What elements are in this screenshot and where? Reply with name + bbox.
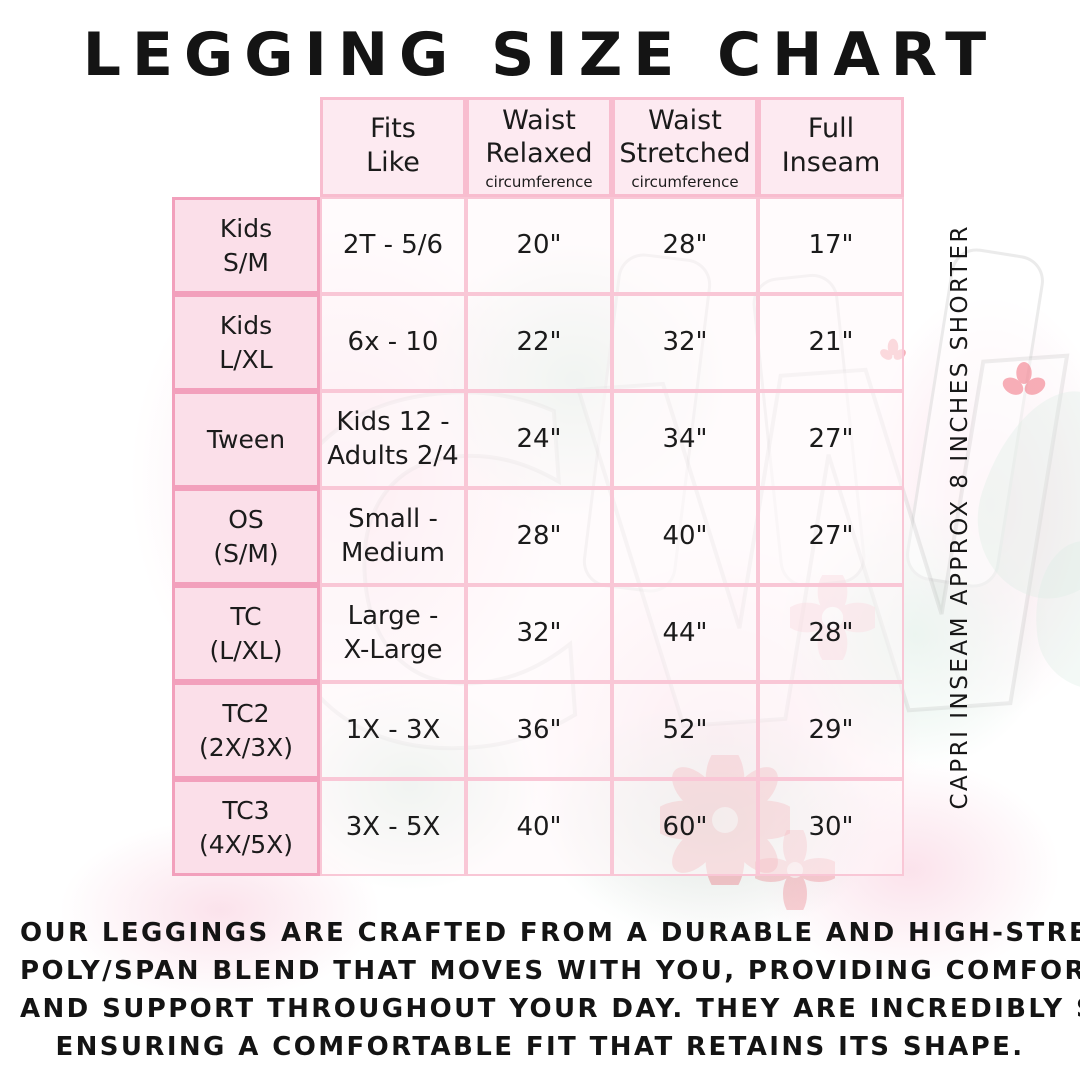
column-header-fits-like: Fits Like: [320, 97, 466, 197]
cell-full-inseam: 28": [758, 585, 904, 682]
cell-fits-like: 2T - 5/6: [320, 197, 466, 294]
cell-full-inseam: 21": [758, 294, 904, 391]
column-header-waist-stretched: Waist Stretched circumference: [612, 97, 758, 197]
description-line: POLY/SPAN BLEND THAT MOVES WITH YOU, PRO…: [20, 956, 1080, 986]
cell-waist-relaxed: 28": [466, 488, 612, 585]
page-title: LEGGING SIZE CHART: [82, 20, 998, 90]
row-label-os: OS (S/M): [172, 488, 320, 585]
cell-full-inseam: 27": [758, 391, 904, 488]
column-header-subnote: circumference: [485, 173, 593, 191]
cell-waist-stretched: 60": [612, 779, 758, 876]
cactus-graphic: [1025, 532, 1080, 698]
row-label-kids-lxl: Kids L/XL: [172, 294, 320, 391]
cell-waist-stretched: 28": [612, 197, 758, 294]
description-line: OUR LEGGINGS ARE CRAFTED FROM A DURABLE …: [20, 918, 1080, 948]
cell-waist-relaxed: 24": [466, 391, 612, 488]
column-header-label: Fits Like: [366, 112, 420, 178]
cell-full-inseam: 17": [758, 197, 904, 294]
column-header-label: Full Inseam: [781, 112, 881, 178]
cell-waist-relaxed: 36": [466, 682, 612, 779]
cell-waist-relaxed: 40": [466, 779, 612, 876]
column-header-label: Waist Relaxed: [485, 104, 593, 170]
row-label-tc: TC (L/XL): [172, 585, 320, 682]
cell-full-inseam: 27": [758, 488, 904, 585]
column-header-label: Waist Stretched: [619, 104, 751, 170]
cell-fits-like: Large - X-Large: [320, 585, 466, 682]
cell-waist-stretched: 40": [612, 488, 758, 585]
cell-fits-like: 6x - 10: [320, 294, 466, 391]
table-corner-spacer: [172, 97, 320, 197]
cell-waist-relaxed: 20": [466, 197, 612, 294]
row-label-tc3: TC3 (4X/5X): [172, 779, 320, 876]
cell-waist-stretched: 52": [612, 682, 758, 779]
cell-waist-stretched: 32": [612, 294, 758, 391]
cell-fits-like: Small - Medium: [320, 488, 466, 585]
column-header-waist-relaxed: Waist Relaxed circumference: [466, 97, 612, 197]
cactus-flower-icon: [1002, 362, 1046, 395]
capri-inseam-note: CAPRI INSEAM APPROX 8 INCHES SHORTER: [947, 224, 973, 810]
capri-note-container: CAPRI INSEAM APPROX 8 INCHES SHORTER: [934, 224, 986, 810]
cell-waist-stretched: 44": [612, 585, 758, 682]
description-line: ENSURING A COMFORTABLE FIT THAT RETAINS …: [55, 1032, 1025, 1062]
description-line: AND SUPPORT THROUGHOUT YOUR DAY. THEY AR…: [20, 994, 1080, 1024]
column-header-full-inseam: Full Inseam: [758, 97, 904, 197]
row-label-kids-sm: Kids S/M: [172, 197, 320, 294]
product-description: OUR LEGGINGS ARE CRAFTED FROM A DURABLE …: [20, 914, 1080, 1066]
cell-waist-relaxed: 32": [466, 585, 612, 682]
cell-full-inseam: 29": [758, 682, 904, 779]
cell-waist-relaxed: 22": [466, 294, 612, 391]
cell-fits-like: Kids 12 - Adults 2/4: [320, 391, 466, 488]
cell-fits-like: 3X - 5X: [320, 779, 466, 876]
row-label-tc2: TC2 (2X/3X): [172, 682, 320, 779]
column-header-subnote: circumference: [631, 173, 739, 191]
cell-waist-stretched: 34": [612, 391, 758, 488]
cell-fits-like: 1X - 3X: [320, 682, 466, 779]
row-label-tween: Tween: [172, 391, 320, 488]
size-table: Fits Like Waist Relaxed circumference Wa…: [172, 97, 904, 876]
cell-full-inseam: 30": [758, 779, 904, 876]
